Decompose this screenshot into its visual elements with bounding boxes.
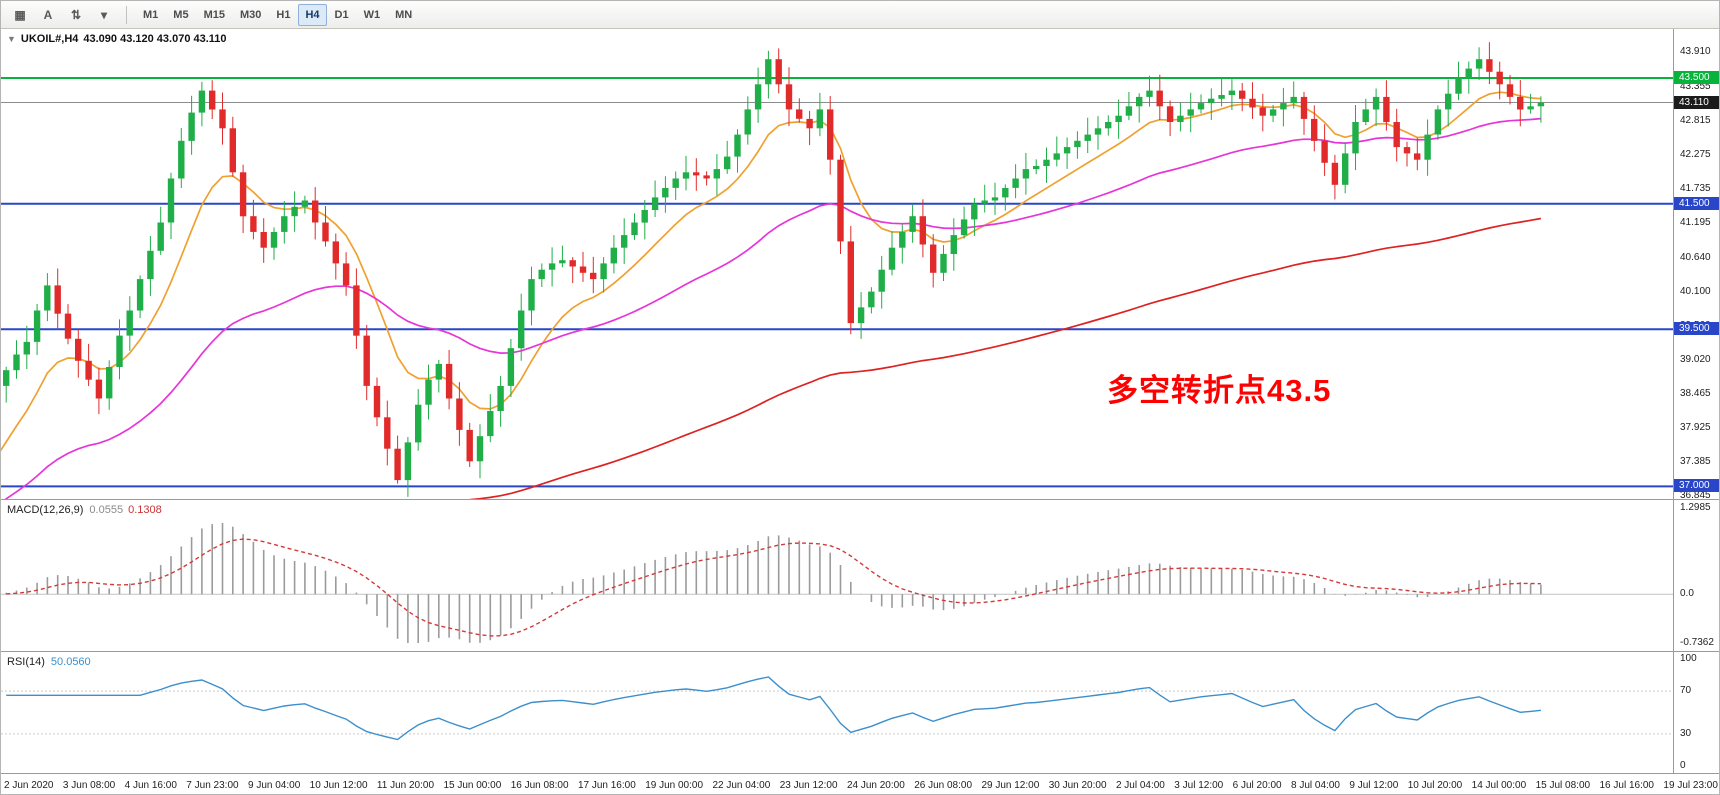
time-label: 9 Jul 12:00 <box>1349 779 1399 791</box>
macd-label: MACD(12,26,9) <box>7 504 84 516</box>
scale-arrows-icon[interactable]: ⇅ <box>70 7 82 22</box>
price-tick-label: 37.385 <box>1680 456 1711 467</box>
toolbar-icons: ▦ A ⇅ ▾ <box>7 3 117 26</box>
one-click-trading-icon[interactable]: ▼ <box>7 34 16 44</box>
rsi-axis-label: 0 <box>1680 760 1686 771</box>
timeframe-button-m1[interactable]: M1 <box>143 8 159 21</box>
price-axis[interactable]: 43.910 43.355 42.815 42.275 41.735 41.195 40.6… <box>1673 29 1719 774</box>
timeframe-button-m30[interactable]: M30 <box>239 8 262 21</box>
price-tick-label: 40.640 <box>1680 252 1711 263</box>
time-label: 15 Jun 00:00 <box>443 779 502 791</box>
timeframe-button-m15[interactable]: M15 <box>203 8 225 21</box>
time-label: 15 Jul 08:00 <box>1535 779 1591 791</box>
rsi-value: 50.0560 <box>50 656 91 668</box>
chart-text-annotation: 多空转折点43.5 <box>1107 373 1332 408</box>
time-label: 16 Jun 08:00 <box>510 779 569 791</box>
hline-price-badge: 43.500 <box>1674 71 1719 84</box>
toolbar-timeframes: M1 M5 M15 M30 H1 H4 D1 W1 MN <box>136 3 419 26</box>
price-tick-label: 38.465 <box>1680 388 1711 399</box>
chart-window-icon[interactable]: ▦ <box>14 7 26 22</box>
price-tick-label: 37.925 <box>1680 422 1711 433</box>
time-label: 7 Jun 23:00 <box>186 779 239 791</box>
time-label: 19 Jun 00:00 <box>645 779 704 791</box>
rsi-header: RSI(14) 50.0560 <box>7 656 91 668</box>
panel-separator <box>1 773 1719 774</box>
timeframe-button-w1[interactable]: W1 <box>363 8 381 21</box>
timeframe-button-m5[interactable]: M5 <box>173 8 189 21</box>
time-label: 16 Jul 16:00 <box>1599 779 1655 791</box>
macd-axis-label: -0.7362 <box>1680 637 1714 648</box>
time-label: 22 Jun 04:00 <box>712 779 771 791</box>
time-label: 11 Jun 20:00 <box>376 779 435 791</box>
price-tick-label: 39.020 <box>1680 354 1711 365</box>
macd-header: MACD(12,26,9) 0.0555 0.1308 <box>7 504 162 516</box>
time-label: 2 Jun 2020 <box>4 779 54 791</box>
ohlc-values: 43.090 43.120 43.070 43.110 <box>83 33 227 45</box>
price-tick-label: 42.815 <box>1680 115 1711 126</box>
symbol-period-label: UKOIL#,H4 <box>20 33 79 45</box>
rsi-axis-label: 100 <box>1680 653 1697 664</box>
chart-title: ▼ UKOIL#,H4 43.090 43.120 43.070 43.110 <box>7 33 227 45</box>
macd-indicator-chart[interactable] <box>1 500 1673 651</box>
rsi-indicator-chart[interactable] <box>1 652 1673 773</box>
time-label: 3 Jul 12:00 <box>1174 779 1224 791</box>
time-label: 8 Jul 04:00 <box>1291 779 1340 791</box>
time-label: 14 Jul 00:00 <box>1471 779 1527 791</box>
time-label: 29 Jun 12:00 <box>981 779 1040 791</box>
price-tick-label: 42.275 <box>1680 149 1711 160</box>
timeframe-button-mn[interactable]: MN <box>395 8 413 21</box>
time-label: 23 Jun 12:00 <box>779 779 838 791</box>
time-label: 4 Jun 16:00 <box>124 779 177 791</box>
time-label: 3 Jun 08:00 <box>62 779 116 791</box>
toolbar-separator <box>126 5 127 24</box>
price-tick-label: 41.195 <box>1680 217 1711 228</box>
chart-area: ▼ UKOIL#,H4 43.090 43.120 43.070 43.110 … <box>1 29 1719 794</box>
current-price-badge: 43.110 <box>1674 96 1719 109</box>
hline-price-badge: 39.500 <box>1674 322 1719 335</box>
macd-signal-value: 0.1308 <box>128 504 162 516</box>
rsi-axis-label: 70 <box>1680 685 1692 696</box>
timeframe-button-h4[interactable]: H4 <box>298 3 327 26</box>
rsi-axis-label: 30 <box>1680 728 1692 739</box>
time-label: 26 Jun 08:00 <box>914 779 973 791</box>
dropdown-caret-icon[interactable]: ▾ <box>100 7 108 22</box>
time-label: 17 Jun 16:00 <box>577 779 636 791</box>
time-label: 10 Jul 20:00 <box>1407 779 1463 791</box>
time-label: 19 Jul 23:00 <box>1663 779 1718 791</box>
time-axis[interactable]: 2 Jun 2020 3 Jun 08:00 4 Jun 16:00 7 Jun 23… <box>1 774 1719 794</box>
toolbar: ▦ A ⇅ ▾ M1 M5 M15 M30 H1 H4 D1 W1 MN <box>1 1 1719 29</box>
macd-axis-label: 0.0 <box>1680 588 1694 599</box>
price-tick-label: 43.910 <box>1680 46 1711 57</box>
panel-separator[interactable] <box>1 651 1719 652</box>
time-label: 6 Jul 20:00 <box>1232 779 1282 791</box>
hline-price-badge: 41.500 <box>1674 197 1719 210</box>
cursor-a-icon[interactable]: A <box>43 7 53 22</box>
time-label: 9 Jun 04:00 <box>247 779 301 791</box>
panel-separator[interactable] <box>1 499 1719 500</box>
time-label: 2 Jul 04:00 <box>1115 779 1165 791</box>
price-tick-label: 40.100 <box>1680 286 1711 297</box>
timeframe-button-d1[interactable]: D1 <box>334 8 349 21</box>
main-price-chart[interactable] <box>1 29 1673 499</box>
macd-axis-label: 1.2985 <box>1680 502 1711 513</box>
price-tick-label: 43.355 <box>1680 81 1711 92</box>
time-label: 10 Jun 12:00 <box>309 779 368 791</box>
price-tick-label: 36.845 <box>1680 490 1711 501</box>
timeframe-button-h1[interactable]: H1 <box>276 8 291 21</box>
hline-price-badge: 37.000 <box>1674 479 1719 492</box>
time-label: 24 Jun 20:00 <box>846 779 905 791</box>
time-label: 30 Jun 20:00 <box>1048 779 1107 791</box>
rsi-label: RSI(14) <box>7 656 45 668</box>
macd-main-value: 0.0555 <box>89 504 124 516</box>
price-tick-label: 41.735 <box>1680 183 1711 194</box>
